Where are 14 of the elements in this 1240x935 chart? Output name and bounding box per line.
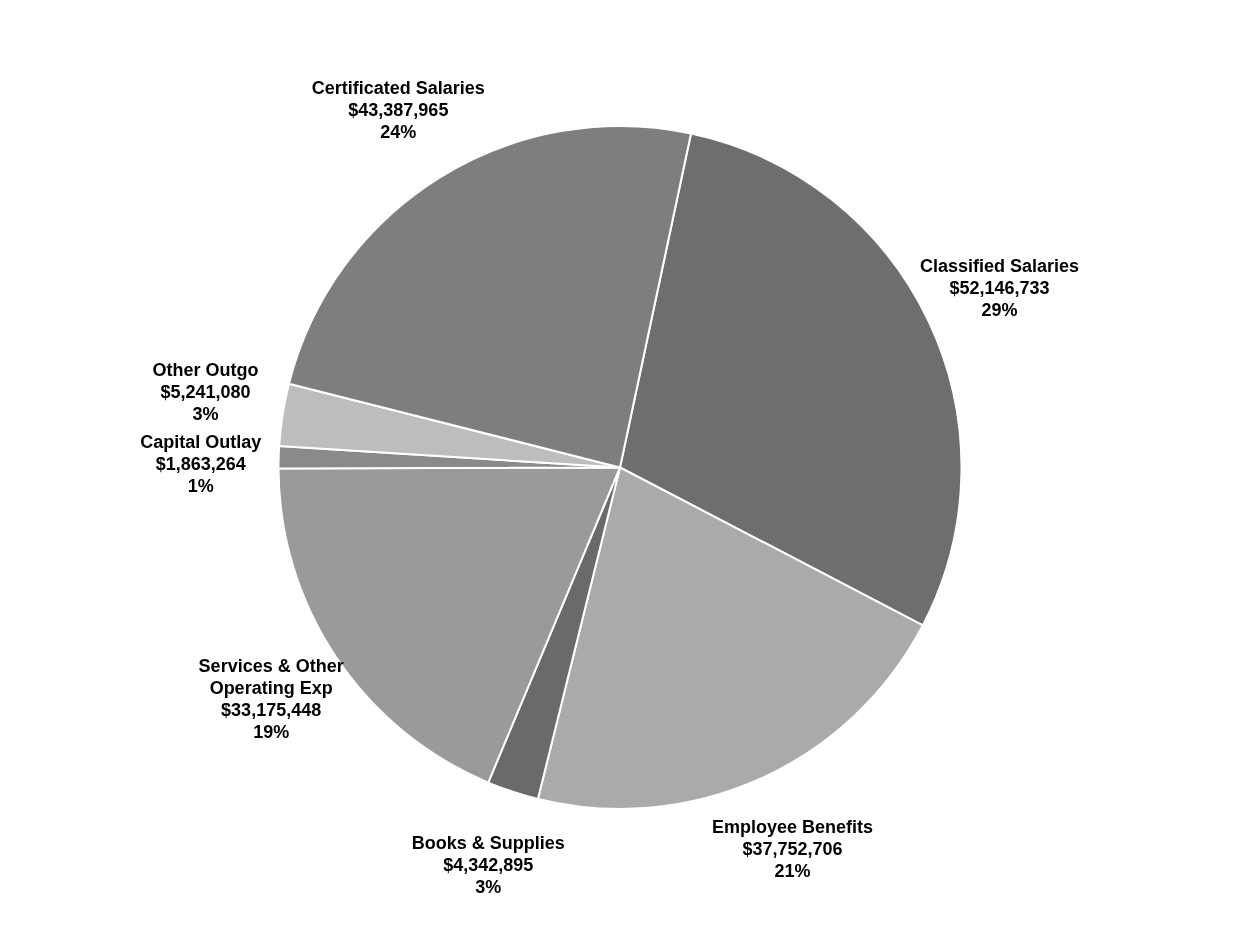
data-label: $1,863,264 1% [155, 453, 246, 496]
slice-label: Employee Benefits [712, 816, 874, 837]
data-label: $33,175,448 19% [221, 700, 322, 743]
slice-label: Certificated Salaries [311, 78, 485, 99]
slice-label: Books & Supplies [411, 832, 565, 853]
data-label: $43,387,965 24% [348, 100, 449, 143]
data-label: $4,342,895 3% [443, 854, 534, 897]
slice-label: Other Outgo [152, 359, 259, 380]
slice-label: Services & Other Operating Exp [198, 656, 344, 699]
data-label: $52,146,733 29% [949, 277, 1050, 320]
data-label: $37,752,706 21% [742, 838, 843, 881]
data-label: $5,241,080 3% [160, 381, 251, 424]
slice-label: Capital Outlay [140, 431, 262, 452]
slice-label: Classified Salaries [919, 255, 1079, 276]
